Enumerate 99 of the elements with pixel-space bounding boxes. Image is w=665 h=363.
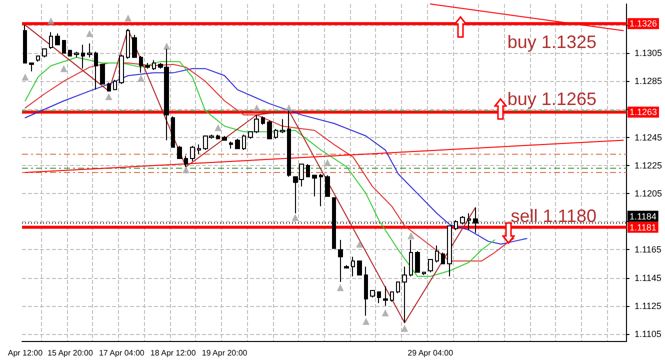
- candlestick: [377, 291, 381, 304]
- candlestick: [216, 134, 220, 140]
- candlestick: [81, 44, 85, 70]
- candlestick: [357, 260, 362, 276]
- candlestick: [87, 42, 92, 58]
- point: [86, 30, 94, 37]
- ref-line-label: 1.1184: [629, 211, 656, 222]
- y-tick-label: 1.1105: [634, 328, 662, 339]
- candlestick: [274, 128, 278, 140]
- candlestick: [139, 55, 143, 74]
- x-tick-label: 29 Apr 04:00: [408, 348, 454, 358]
- point: [253, 104, 260, 112]
- candlestick: [383, 286, 388, 306]
- candlestick: [370, 290, 375, 298]
- candlestick: [197, 144, 201, 155]
- point: [382, 309, 389, 316]
- ref-line-label: 1.1326: [629, 18, 658, 29]
- x-tick-label: 18 Apr 12:00: [150, 348, 196, 358]
- candlestick: [171, 116, 175, 148]
- candlestick: [364, 266, 368, 316]
- point: [362, 318, 370, 325]
- candlestick: [428, 259, 433, 273]
- candlestick: [390, 291, 394, 302]
- candlestick: [74, 51, 79, 58]
- point: [408, 232, 415, 240]
- candlestick: [36, 55, 40, 62]
- point: [22, 74, 29, 81]
- candlestick: [441, 252, 445, 264]
- candlestick: [55, 32, 60, 46]
- candlestick: [107, 82, 111, 92]
- annotation: buy 1.1265: [507, 89, 596, 109]
- annotation: buy 1.1325: [507, 32, 596, 52]
- point: [60, 65, 68, 72]
- point: [163, 42, 170, 50]
- candlestick: [49, 32, 53, 50]
- candlestick: [94, 51, 98, 90]
- candlestick: [177, 145, 182, 159]
- candlestick: [23, 24, 27, 64]
- point: [182, 166, 190, 174]
- candlestick: [402, 266, 407, 324]
- point: [401, 324, 408, 332]
- y-tick-label: 1.1225: [634, 160, 662, 170]
- ref-line-label: 1.1181: [629, 222, 656, 232]
- x-tick-label: 17 Apr 04:00: [98, 348, 145, 358]
- candlestick: [190, 145, 195, 162]
- point: [214, 124, 222, 132]
- candlestick: [242, 134, 246, 151]
- candlestick: [454, 220, 458, 231]
- y-tick-label: 1.1145: [634, 272, 662, 283]
- annotation: sell 1.1180: [510, 206, 596, 226]
- candlestick: [306, 164, 310, 178]
- point: [124, 14, 132, 22]
- candlestick: [447, 225, 452, 277]
- y-tick-label: 1.1205: [634, 188, 662, 199]
- y-tick-label: 1.1245: [634, 132, 662, 142]
- candlestick: [100, 64, 105, 85]
- candlestick: [229, 141, 233, 150]
- ref-line-label: 1.1263: [629, 107, 658, 118]
- candlestick: [319, 173, 323, 207]
- point: [336, 284, 344, 292]
- y-tick-label: 1.1165: [634, 244, 662, 255]
- candlestick: [396, 282, 400, 294]
- candlestick: [344, 264, 349, 268]
- candlestick: [409, 239, 413, 277]
- candlestick: [312, 174, 317, 197]
- candlestick: [435, 245, 439, 263]
- point: [356, 240, 364, 248]
- point: [324, 159, 331, 166]
- point: [285, 104, 292, 112]
- candlestick: [62, 40, 66, 54]
- candlestick: [152, 60, 156, 70]
- candlestick: [119, 54, 124, 85]
- candlestick: [351, 256, 355, 277]
- point: [105, 93, 112, 100]
- y-tick-label: 1.1125: [634, 300, 662, 311]
- line-series: [24, 24, 476, 324]
- point: [137, 74, 144, 82]
- candlestick: [132, 34, 137, 58]
- candlestick: [68, 50, 72, 56]
- candlestick: [415, 250, 420, 273]
- candlestick: [222, 135, 227, 141]
- y-tick-label: 1.1285: [634, 76, 662, 86]
- candlestick: [280, 118, 285, 134]
- x-tick-label: 15 Apr 20:00: [48, 348, 94, 358]
- candlestick: [325, 174, 330, 197]
- point: [47, 17, 54, 24]
- candlestick: [29, 62, 34, 72]
- point: [292, 214, 299, 221]
- x-tick-label: 19 Apr 20:00: [202, 348, 248, 358]
- y-tick-label: 1.1305: [634, 48, 662, 58]
- candlestick: [145, 62, 150, 70]
- candlestick: [338, 239, 343, 283]
- candlestick: [267, 120, 272, 140]
- x-tick-label: Apr 12:00: [8, 348, 44, 358]
- candlestick: [42, 48, 47, 58]
- candlestick: [261, 116, 265, 126]
- candlestick: [235, 138, 240, 150]
- candlestick: [113, 79, 117, 90]
- candlestick: [126, 28, 130, 60]
